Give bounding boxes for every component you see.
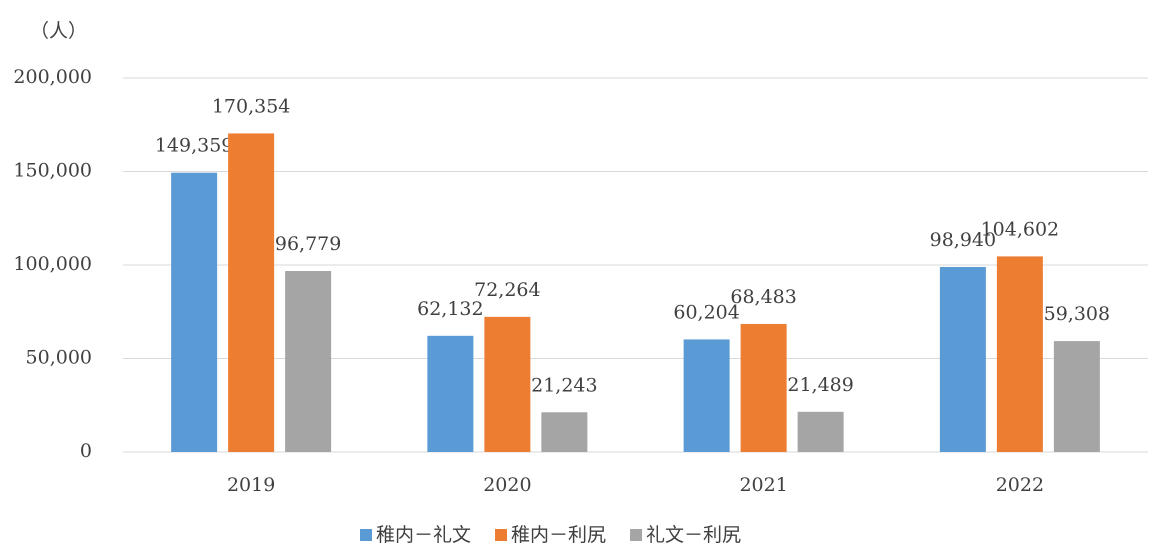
bar xyxy=(996,256,1043,452)
value-label: 62,132 xyxy=(417,298,483,320)
value-label: 149,359 xyxy=(155,135,234,157)
bar xyxy=(427,335,474,452)
legend-swatch xyxy=(360,529,372,541)
bar xyxy=(541,412,588,452)
bar xyxy=(228,133,275,452)
bar xyxy=(484,316,531,452)
unit-label: （人） xyxy=(30,20,87,42)
x-tick-label: 2019 xyxy=(227,474,275,496)
bar xyxy=(171,172,218,452)
y-tick-label: 100,000 xyxy=(13,253,92,275)
y-tick-label: 150,000 xyxy=(13,160,92,182)
value-label: 21,489 xyxy=(787,374,853,396)
x-tick-label: 2021 xyxy=(739,474,787,496)
legend-swatch xyxy=(630,529,643,541)
value-label: 98,940 xyxy=(930,229,996,251)
value-label: 170,354 xyxy=(212,95,291,117)
value-label: 72,264 xyxy=(474,279,540,301)
value-label: 21,243 xyxy=(531,374,597,396)
x-tick-label: 2020 xyxy=(483,474,531,496)
legend-swatch xyxy=(495,529,508,541)
bar xyxy=(1053,341,1100,452)
value-label: 104,602 xyxy=(981,218,1060,240)
bar xyxy=(797,411,844,452)
bar xyxy=(740,323,787,452)
bar xyxy=(285,271,332,452)
value-label: 59,308 xyxy=(1044,303,1110,325)
legend-label: 礼文－利尻 xyxy=(646,524,741,546)
value-label: 60,204 xyxy=(673,301,739,323)
value-label: 96,779 xyxy=(275,233,341,255)
legend-label: 稚内－礼文 xyxy=(376,524,471,546)
x-tick-label: 2022 xyxy=(996,474,1044,496)
legend-label: 稚内－利尻 xyxy=(511,524,606,546)
bar xyxy=(939,266,986,452)
bar xyxy=(683,339,730,452)
value-label: 68,483 xyxy=(730,286,796,308)
y-tick-label: 200,000 xyxy=(13,66,92,88)
y-tick-label: 50,000 xyxy=(26,347,92,369)
y-tick-label: 0 xyxy=(80,440,92,462)
